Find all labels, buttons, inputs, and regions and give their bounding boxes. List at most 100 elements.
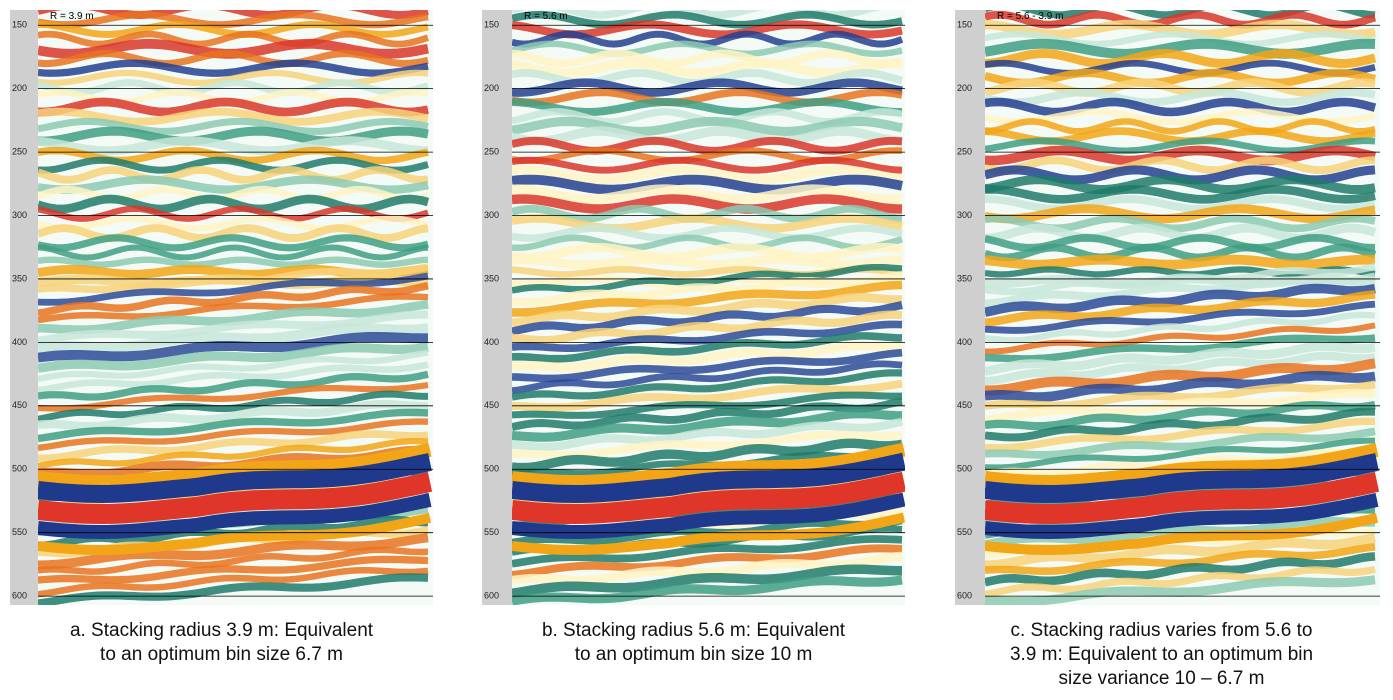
reflector [38,234,429,252]
reflector [38,418,429,452]
reflector [985,243,1377,262]
reflector [985,543,1376,575]
reflector [512,224,903,242]
reflector [38,97,429,117]
reflector [985,10,1377,29]
y-tick-label: 600 [12,590,27,600]
reflector [985,322,1376,355]
reflector [38,30,429,48]
y-tick-label: 500 [484,464,499,474]
reflector [38,282,429,317]
reflector [38,533,429,570]
reflector [985,370,1376,402]
caption-line: 3.9 m: Equivalent to an optimum bin [1010,644,1313,665]
reflector [985,78,1376,97]
reflector [38,117,429,135]
y-tick-label: 150 [12,20,27,30]
seismic-image [985,10,1380,605]
reflector [985,88,1376,107]
reflector [985,272,1376,308]
y-tick-label: 550 [12,527,27,537]
strong-reflector [512,452,905,504]
reflector [985,427,1376,459]
y-tick-label: 350 [484,273,499,283]
y-tick-label: 550 [957,527,972,537]
axis-strip [10,10,38,605]
reflector [985,358,1376,396]
y-tick-label: 150 [957,20,972,30]
reflector [512,430,903,460]
reflector [512,58,903,78]
reflector [512,310,903,345]
panel-label: R = 5.6 - 3.9 m [997,11,1063,22]
reflector [38,11,429,29]
reflector [985,417,1375,452]
reflector [512,409,903,442]
reflector [38,381,429,412]
y-tick-label: 500 [12,464,27,474]
reflector [985,552,1376,587]
panel: 150 200 250 300 350 400 450 500 550 600 R = 5.6 m b… [482,10,905,665]
reflector [985,118,1376,135]
reflector [985,575,1376,605]
reflector [512,156,903,174]
reflector [38,310,428,345]
reflector [38,567,429,598]
y-tick-label: 550 [484,527,499,537]
y-tick-label: 250 [12,146,27,156]
reflector [985,48,1377,69]
reflector [38,430,429,463]
y-tick-label: 500 [957,464,972,474]
caption-line: a. Stacking radius 3.9 m: Equivalent [70,620,374,641]
reflector [512,10,903,29]
reflector [38,215,429,232]
reflector [512,242,903,263]
reflector [512,234,903,252]
reflector [38,263,429,294]
reflector [512,49,903,68]
y-tick-label: 300 [12,210,27,220]
reflector [985,254,1376,270]
reflector [985,311,1376,344]
reflector [985,156,1376,175]
y-tick-label: 350 [957,273,972,283]
reflector [512,438,903,473]
reflector [985,263,1376,296]
reflector [512,184,903,205]
reflector [512,214,903,233]
y-tick-label: 350 [12,273,27,283]
strong-reflector [512,492,905,540]
strong-reflector [38,472,433,525]
strong-reflector [985,453,1379,504]
reflector [512,292,903,328]
reflector [512,116,903,136]
reflector [38,49,429,68]
y-tick-label: 400 [12,337,27,347]
reflector [985,68,1377,87]
y-tick-label: 200 [957,83,972,93]
reflector [512,348,903,383]
caption-line: to an optimum bin size 6.7 m [100,644,343,665]
reflector [38,107,429,126]
reflector [512,391,902,419]
panel: 150 200 250 300 350 400 450 500 550 600 R = 5.6 - … [955,10,1380,689]
y-tick-label: 400 [484,337,499,347]
y-tick-label: 450 [957,400,972,410]
caption-line: c. Stacking radius varies from 5.6 to [1010,620,1312,641]
reflector [985,300,1376,334]
reflector [38,59,429,77]
reflector [512,280,903,317]
panel-label: R = 3.9 m [50,11,94,22]
strong-reflector [985,513,1379,556]
reflector [985,351,1376,386]
reflector [512,332,903,363]
reflector [985,380,1376,410]
reflector [985,341,1376,376]
reflector [38,126,429,146]
reflector [512,40,903,58]
reflector [38,408,429,443]
strong-reflector [985,493,1379,540]
caption-line: to an optimum bin size 10 m [575,644,813,665]
reflector [38,300,429,335]
